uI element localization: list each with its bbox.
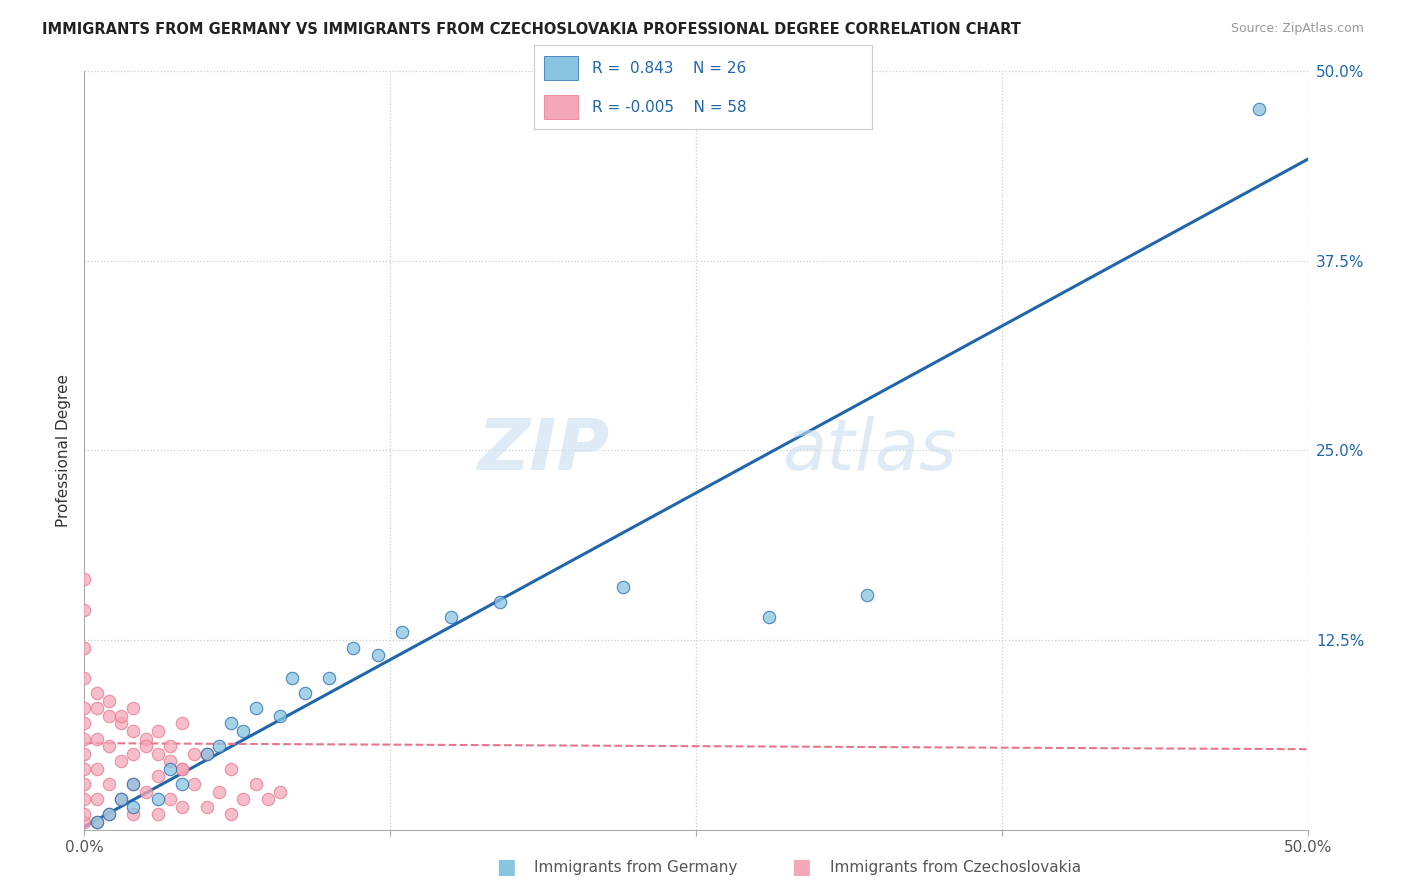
Point xyxy=(135,785,157,799)
Point xyxy=(367,648,389,662)
Point xyxy=(86,701,108,715)
Point xyxy=(159,762,181,776)
Point xyxy=(73,747,96,761)
Point xyxy=(1247,103,1270,117)
Point xyxy=(195,747,218,761)
Point xyxy=(110,792,132,806)
Text: R = -0.005    N = 58: R = -0.005 N = 58 xyxy=(592,100,747,115)
Point xyxy=(122,701,145,715)
Point xyxy=(269,785,291,799)
Point xyxy=(86,815,108,830)
Point xyxy=(73,731,96,746)
Point xyxy=(159,792,181,806)
Point xyxy=(146,724,169,739)
Point xyxy=(294,686,316,700)
Point xyxy=(245,777,267,791)
Point xyxy=(73,640,96,655)
Point xyxy=(257,792,280,806)
Text: IMMIGRANTS FROM GERMANY VS IMMIGRANTS FROM CZECHOSLOVAKIA PROFESSIONAL DEGREE CO: IMMIGRANTS FROM GERMANY VS IMMIGRANTS FR… xyxy=(42,22,1021,37)
Point xyxy=(110,716,132,731)
Point xyxy=(73,792,96,806)
Point xyxy=(146,769,169,784)
Point xyxy=(391,625,413,640)
Point xyxy=(219,762,242,776)
Text: Immigrants from Czechoslovakia: Immigrants from Czechoslovakia xyxy=(830,860,1081,874)
Point xyxy=(86,815,108,830)
Point xyxy=(758,610,780,624)
Point xyxy=(183,777,205,791)
Text: atlas: atlas xyxy=(782,416,956,485)
Text: ■: ■ xyxy=(496,857,516,877)
Point xyxy=(73,603,96,617)
Point xyxy=(122,807,145,822)
Point xyxy=(86,762,108,776)
Point xyxy=(195,800,218,814)
Point xyxy=(146,807,169,822)
Point xyxy=(86,686,108,700)
Point xyxy=(86,792,108,806)
Point xyxy=(122,724,145,739)
Point xyxy=(281,671,304,685)
Point xyxy=(146,792,169,806)
Point xyxy=(172,800,194,814)
Point xyxy=(122,777,145,791)
Point xyxy=(172,762,194,776)
Point xyxy=(73,807,96,822)
Text: ■: ■ xyxy=(792,857,811,877)
Point xyxy=(97,807,120,822)
Point xyxy=(245,701,267,715)
Text: Immigrants from Germany: Immigrants from Germany xyxy=(534,860,738,874)
Point xyxy=(195,747,218,761)
Point xyxy=(318,671,340,685)
Point xyxy=(110,708,132,723)
Point xyxy=(86,731,108,746)
Point xyxy=(97,739,120,753)
Point xyxy=(97,694,120,708)
Point xyxy=(440,610,463,624)
Point xyxy=(73,701,96,715)
Point xyxy=(856,588,879,602)
Point xyxy=(97,807,120,822)
Point xyxy=(208,739,231,753)
Point xyxy=(342,640,364,655)
Point xyxy=(232,792,254,806)
Point xyxy=(219,716,242,731)
Point xyxy=(232,724,254,739)
Point xyxy=(208,785,231,799)
Point xyxy=(172,716,194,731)
Bar xyxy=(544,95,578,120)
Point xyxy=(159,755,181,769)
Text: ZIP: ZIP xyxy=(478,416,610,485)
Point xyxy=(73,777,96,791)
Point xyxy=(183,747,205,761)
Point xyxy=(97,708,120,723)
Point xyxy=(73,671,96,685)
Text: Source: ZipAtlas.com: Source: ZipAtlas.com xyxy=(1230,22,1364,36)
Point xyxy=(122,747,145,761)
Point xyxy=(135,739,157,753)
Point xyxy=(159,739,181,753)
Point xyxy=(219,807,242,822)
Point xyxy=(73,762,96,776)
Point xyxy=(73,815,96,830)
Y-axis label: Professional Degree: Professional Degree xyxy=(56,374,72,527)
Point xyxy=(146,747,169,761)
Point xyxy=(110,755,132,769)
Point xyxy=(612,580,634,594)
Text: R =  0.843    N = 26: R = 0.843 N = 26 xyxy=(592,61,747,76)
Point xyxy=(489,595,512,609)
Point xyxy=(122,800,145,814)
Point xyxy=(172,777,194,791)
Point xyxy=(110,792,132,806)
Point xyxy=(73,716,96,731)
Point xyxy=(73,573,96,587)
Point xyxy=(172,762,194,776)
Point xyxy=(97,777,120,791)
Point xyxy=(122,777,145,791)
Point xyxy=(269,708,291,723)
Bar xyxy=(544,56,578,80)
Point xyxy=(135,731,157,746)
